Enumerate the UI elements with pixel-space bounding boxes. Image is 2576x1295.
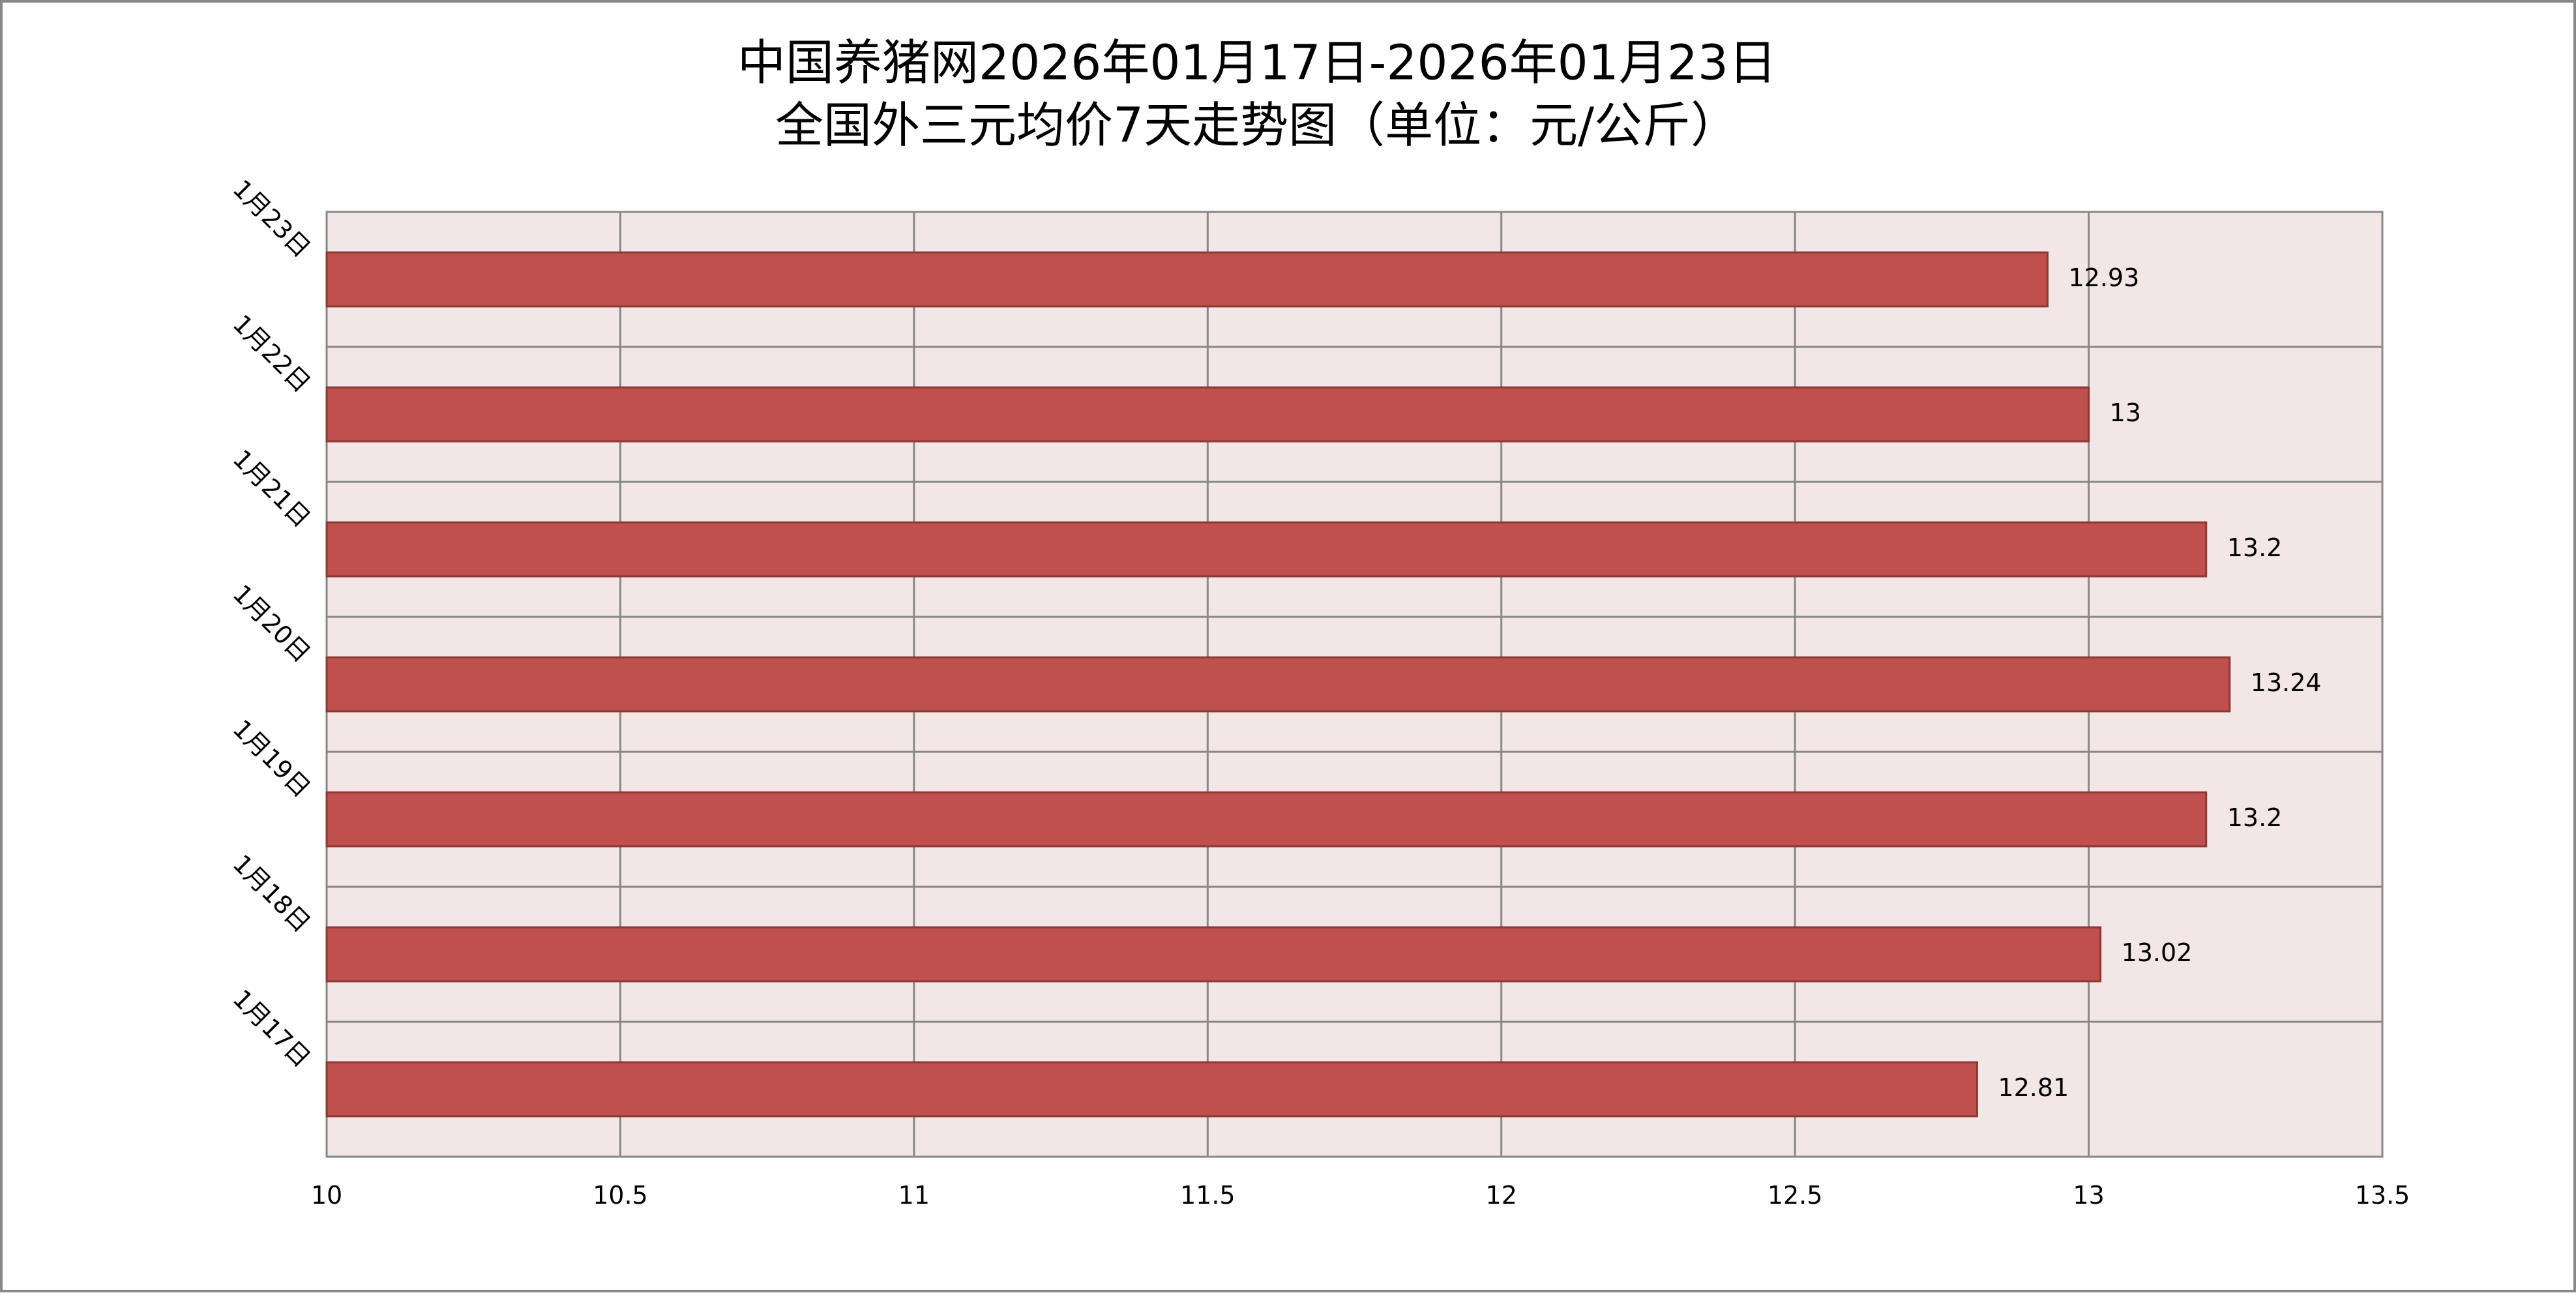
x-tick-label: 10 — [311, 1181, 342, 1210]
bar — [325, 251, 2049, 308]
x-tick-label: 12.5 — [1768, 1181, 1823, 1210]
data-label: 12.81 — [1998, 1073, 2069, 1102]
x-tick-label: 12 — [1486, 1181, 1517, 1210]
bar — [325, 656, 2231, 713]
chart-subtitle: 全国外三元均价7天走势图（单位：元/公斤） — [775, 98, 1739, 154]
x-tick-label: 13 — [2073, 1181, 2104, 1210]
data-label: 13.24 — [2251, 668, 2322, 697]
data-label: 13.02 — [2122, 938, 2193, 967]
bar — [325, 521, 2208, 578]
bar — [325, 386, 2090, 443]
x-tick-label: 11 — [898, 1181, 930, 1210]
data-label: 12.93 — [2069, 263, 2140, 292]
data-label: 13.2 — [2227, 803, 2283, 832]
x-tick-label: 13.5 — [2355, 1181, 2410, 1210]
data-label: 13 — [2110, 398, 2141, 427]
bar — [325, 926, 2102, 983]
x-tick-label: 10.5 — [593, 1181, 648, 1210]
chart-title: 中国养猪网2026年01月17日-2026年01月23日 — [737, 35, 1777, 91]
data-label: 13.2 — [2227, 533, 2283, 562]
x-tick-label: 11.5 — [1180, 1181, 1236, 1210]
bar — [325, 791, 2208, 848]
bar — [325, 1061, 1978, 1118]
